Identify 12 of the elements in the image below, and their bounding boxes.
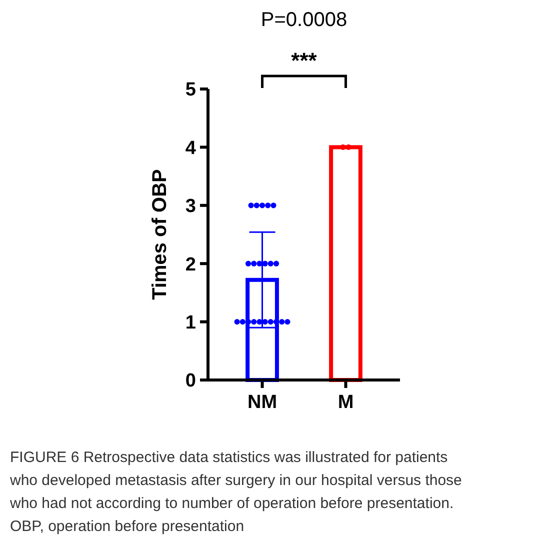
- y-tick-label: 0: [185, 370, 196, 392]
- y-tick-label: 1: [185, 312, 196, 334]
- x-tick-label: M: [338, 392, 354, 413]
- y-tick-label: 3: [185, 196, 196, 218]
- y-tick-label: 4: [185, 138, 196, 159]
- text: P=0.0008: [260, 9, 348, 31]
- y-axis-title: Times of OBP: [149, 169, 171, 300]
- y-tick-label: 5: [185, 80, 196, 101]
- x-tick-label: NM: [247, 392, 278, 413]
- y-tick-label: 2: [185, 254, 196, 276]
- text: ***: [291, 48, 318, 73]
- caption: FIGURE 6 Retrospective data statistics was illustrated for patients who developed metastasis after surgery in our hospital versus those who had not according to number of operation before presentation. OBP, operation before presentation: [9, 449, 462, 535]
